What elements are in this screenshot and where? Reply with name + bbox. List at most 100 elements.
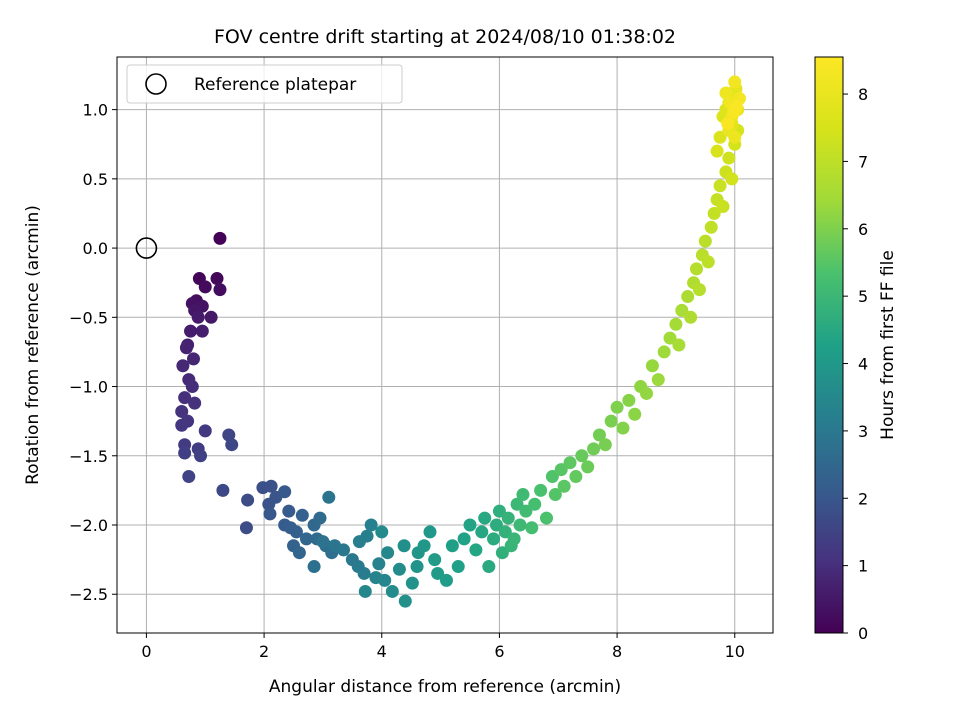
data-point [716,200,730,214]
data-point [184,324,198,338]
data-point [372,557,386,571]
data-point [358,584,372,598]
data-point [710,144,724,158]
data-point [669,317,683,331]
data-point [684,310,698,324]
data-point [622,393,636,407]
data-point [175,404,189,418]
data-point [507,532,521,546]
data-point [557,479,571,493]
y-axis-label: Rotation from reference (arcmin) [23,205,43,485]
data-point [482,560,496,574]
data-point [663,331,677,345]
data-point [375,525,389,539]
data-point [405,576,419,590]
data-point [513,518,527,532]
colorbar-ticks: 0 1 2 3 4 5 6 7 8 [843,85,868,643]
colorbar: 0 1 2 3 4 5 6 7 8 Hours from first FF file [814,56,898,643]
grid [117,57,773,633]
x-axis-label: Angular distance from reference (arcmin) [269,677,621,697]
data-point [439,573,453,587]
data-point [225,438,239,452]
data-point [186,352,200,366]
y-tick-label: −2.0 [69,516,108,535]
data-point [289,525,303,539]
legend: Reference platepar [126,64,403,104]
data-point [587,442,601,456]
data-point [431,566,445,580]
data-point [498,525,512,539]
reference-platepar-marker [135,237,158,259]
colorbar-tick-label: 3 [858,422,868,441]
data-point [198,424,212,438]
data-point [722,151,736,165]
data-point [575,449,589,463]
data-point [690,262,704,276]
data-point [239,521,253,535]
data-point [398,594,412,608]
data-point [295,508,309,522]
data-point [475,525,489,539]
data-point [489,518,503,532]
data-point [645,359,659,373]
colorbar-tick-label: 5 [858,287,868,306]
data-point [675,303,689,317]
data-point [628,407,642,421]
plot-frame [116,56,774,634]
data-point [191,310,205,324]
y-tick-label: −1.5 [69,447,108,466]
data-point [610,400,624,414]
data-point [640,386,654,400]
data-point [213,231,227,245]
colorbar-tick-label: 7 [858,152,868,171]
data-point [241,493,255,507]
data-point [548,488,562,502]
colorbar-tick-label: 4 [858,355,868,374]
y-tick-label: 1.0 [83,101,108,120]
data-point [519,504,533,518]
data-point [378,573,392,587]
colorbar-tick-label: 2 [858,489,868,508]
data-point [313,511,327,525]
data-point [616,421,630,435]
data-point [528,497,542,511]
data-point [178,446,192,460]
data-point [307,560,321,574]
data-point [185,380,199,394]
data-point [581,460,595,474]
legend-box [126,64,403,104]
data-point [292,546,306,560]
data-point [463,518,477,532]
data-point [417,539,431,553]
y-tick-label: −2.5 [69,585,108,604]
data-point [381,546,395,560]
data-point [357,566,371,580]
data-point [210,272,224,286]
data-point [657,345,671,359]
y-tick-label: −1.0 [69,378,108,397]
x-tick-label: 10 [725,642,745,661]
data-point [487,532,501,546]
data-point [681,290,695,304]
data-point [198,280,212,294]
data-point [516,488,530,502]
x-tick-label: 2 [259,642,269,661]
data-point [337,543,351,557]
data-point [713,130,727,144]
data-point [451,560,465,574]
data-point [592,428,606,442]
colorbar-label: Hours from first FF file [878,250,898,440]
data-point [598,438,612,452]
data-point [179,341,193,355]
data-point [554,463,568,477]
y-axis-ticks: −2.5 −2.0 −1.5 −1.0 −0.5 0.0 0.5 1.0 [69,101,117,604]
data-point [692,283,706,297]
data-point [457,532,471,546]
data-point [469,543,483,557]
data-point [410,560,424,574]
y-tick-label: −0.5 [69,308,108,327]
data-point [534,483,548,497]
data-point [495,546,509,560]
data-point [176,359,190,373]
